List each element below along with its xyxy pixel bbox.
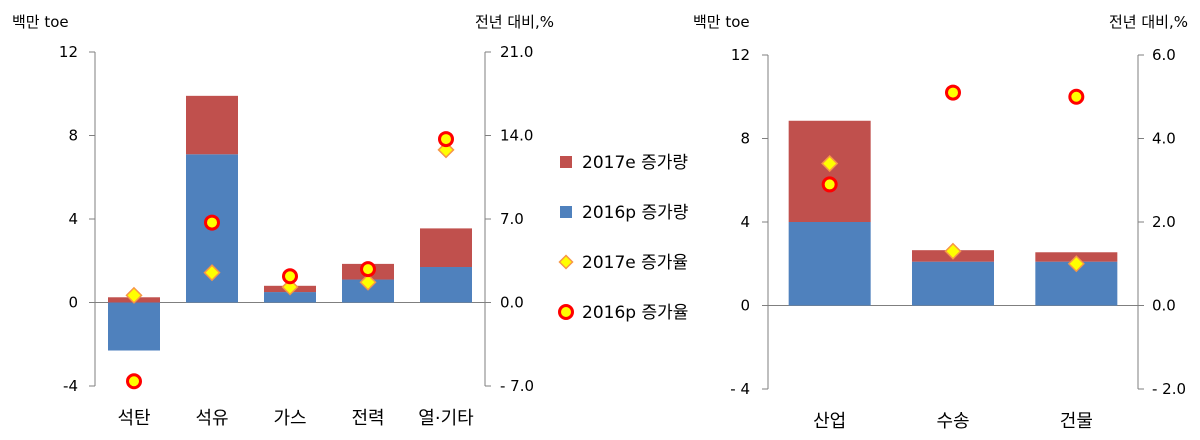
legend-label: 2017e 증가량 — [582, 153, 688, 173]
bar-2016p-increase — [108, 302, 160, 351]
legend-swatch-circle — [558, 304, 574, 320]
category-label: 건물 — [1060, 411, 1093, 432]
marker-2016p-rate — [360, 261, 376, 278]
left-axis-tick-label: 12 — [731, 46, 750, 64]
marker-2016p-rate — [204, 214, 220, 231]
legend-swatch — [560, 156, 572, 168]
legend: 2017e 증가량 2016p 증가량 2017e 증가율 2016p 증가율 — [558, 153, 689, 323]
legend-label: 2016p 증가율 — [582, 303, 688, 323]
category-label: 산업 — [813, 411, 846, 432]
left-axis-unit-label: 백만 toe — [693, 13, 750, 31]
right-axis-tick-label: 0.0 — [1152, 297, 1176, 315]
category-label: 수송 — [936, 411, 969, 432]
chart-by-sector: 백만 toe 전년 대비,% - 4 0 4 8 12 - 2.0 0.0 2.0 4.0 6.0 산업… — [693, 13, 1188, 432]
bar-2016p-increase — [788, 222, 871, 306]
left-axis-tick-label: 0 — [740, 297, 750, 315]
category-label: 전력 — [351, 408, 384, 429]
marker-2016p-rate — [438, 131, 454, 148]
marker-2016p-rate — [126, 373, 142, 390]
right-axis-tick-label: 6.0 — [1152, 46, 1176, 64]
marker-2017e-rate — [944, 242, 962, 260]
bar-2016p-increase — [264, 292, 316, 303]
marker-2016p-rate — [282, 268, 298, 285]
marker-2016p-rate — [1068, 88, 1085, 105]
legend-swatch-diamond — [558, 254, 574, 270]
category-label: 석유 — [195, 408, 228, 429]
marker-2016p-rate — [945, 84, 961, 101]
right-axis-tick-label: - 2.0 — [1152, 380, 1186, 398]
left-axis-unit-label: 백만 toe — [12, 13, 69, 31]
marker-2016p-rate — [821, 176, 838, 193]
marker-2017e-rate — [437, 141, 455, 159]
right-axis-tick-label: 2.0 — [1152, 213, 1176, 231]
category-label: 열·기타 — [418, 408, 474, 429]
category-label: 석탄 — [117, 408, 150, 429]
marker-2017e-rate — [821, 154, 839, 173]
category-label: 가스 — [273, 408, 306, 429]
legend-label: 2016p 증가량 — [582, 203, 689, 223]
left-axis-tick-label: - 4 — [730, 380, 750, 398]
right-axis-unit-label: 전년 대비,% — [475, 13, 554, 31]
marker-2017e-rate — [125, 286, 143, 304]
bar-2017e-increase — [186, 95, 238, 155]
bar-2017e-increase — [420, 228, 472, 268]
marker-2017e-rate — [359, 273, 377, 291]
bar-2016p-increase — [420, 267, 472, 303]
left-axis-tick-label: 12 — [59, 43, 78, 61]
right-axis-tick-label: 7.0 — [500, 210, 524, 228]
legend-label: 2017e 증가율 — [582, 253, 688, 273]
left-axis-tick-label: 4 — [68, 210, 78, 228]
right-axis-unit-label: 전년 대비,% — [1109, 13, 1188, 31]
marker-2017e-rate — [1067, 255, 1085, 273]
marker-2017e-rate — [203, 264, 221, 282]
legend-swatch — [560, 206, 572, 218]
bar-2016p-increase — [342, 279, 394, 303]
right-axis-tick-label: 21.0 — [500, 43, 533, 61]
right-axis-tick-label: 14.0 — [500, 127, 533, 145]
left-axis-tick-label: 0 — [68, 294, 78, 312]
chart-by-fuel: 백만 toe 전년 대비,% -4 0 4 8 12 - 7.0 0.0 7.0 14.0 21.0 석… — [12, 13, 554, 429]
left-axis-tick-label: 8 — [740, 130, 750, 148]
right-axis-tick-label: 0.0 — [500, 294, 524, 312]
left-axis-tick-label: -4 — [63, 377, 78, 395]
left-axis-tick-label: 4 — [740, 213, 750, 231]
right-axis-tick-label: 4.0 — [1152, 130, 1176, 148]
bar-2016p-increase — [912, 261, 994, 306]
right-axis-tick-label: - 7.0 — [500, 377, 534, 395]
left-axis-tick-label: 8 — [68, 127, 78, 145]
